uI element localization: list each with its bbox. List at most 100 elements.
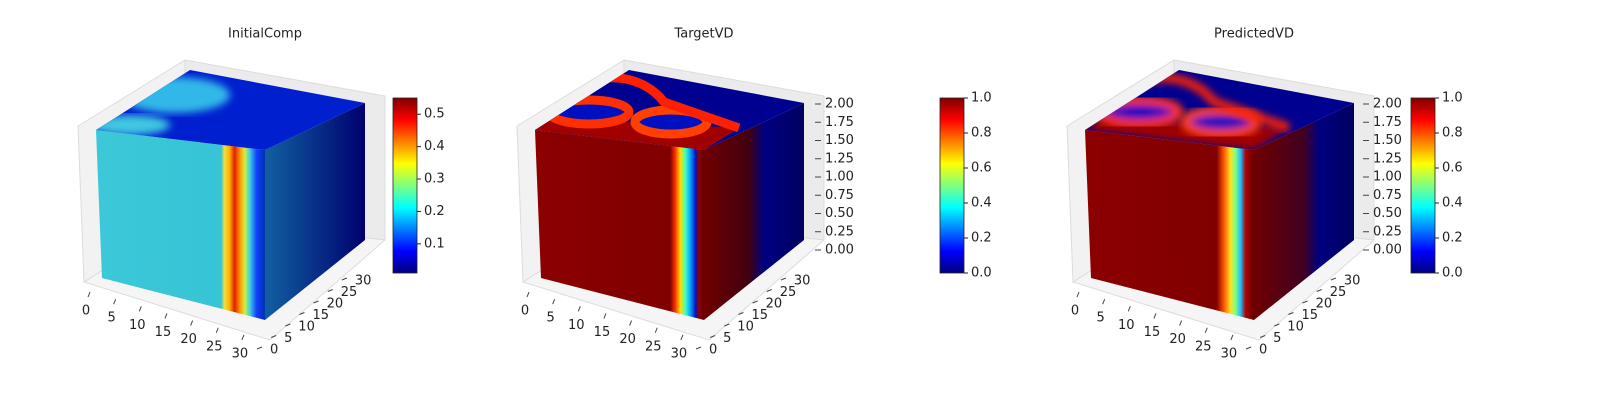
- x-tick-label: 25: [1195, 339, 1212, 354]
- colorbar-tick-label: 0.2: [1442, 231, 1463, 246]
- y-tick-label: 5: [1273, 331, 1281, 346]
- x-tick-label: 20: [1169, 332, 1186, 347]
- y-tick-label: 25: [341, 285, 358, 300]
- x-tick: [526, 291, 530, 298]
- subplot-title: PredictedVD: [1214, 27, 1294, 42]
- y-tick: [270, 335, 277, 338]
- cube-front: [535, 130, 704, 320]
- z-tick-label: 2.00: [825, 97, 854, 112]
- x-tick-label: 10: [1118, 318, 1135, 333]
- y-tick: [1259, 335, 1266, 338]
- y-tick: [1330, 277, 1337, 281]
- z-tick-label: 0.25: [825, 224, 854, 239]
- y-tick-label: 15: [751, 308, 768, 323]
- y-tick-label: 25: [1330, 285, 1347, 300]
- z-tick-label: 0.25: [1373, 224, 1402, 239]
- z-tick-label: 1.25: [825, 151, 854, 166]
- x-tick-label: 5: [1097, 311, 1105, 326]
- y-tick: [299, 312, 305, 315]
- x-tick: [164, 313, 168, 319]
- y-tick-label: 20: [766, 297, 783, 312]
- z-tick-label: 1.50: [1373, 133, 1402, 148]
- top-pattern: [535, 73, 741, 150]
- subplot-title: InitialComp: [228, 27, 302, 42]
- y-tick: [766, 289, 772, 292]
- y-tick: [1245, 346, 1252, 350]
- x-tick-label: 30: [232, 346, 249, 361]
- z-tick-label: 0.75: [1373, 188, 1402, 203]
- y-tick: [341, 277, 348, 281]
- x-tick: [552, 298, 556, 305]
- y-tick-label: 15: [312, 308, 329, 323]
- colorbar-tick-label: 0.8: [971, 126, 992, 141]
- y-tick-label: 30: [794, 274, 811, 289]
- y-tick-label: 15: [1301, 308, 1318, 323]
- y-tick: [695, 346, 702, 350]
- y-tick: [724, 323, 730, 327]
- colorbar: [1410, 97, 1436, 274]
- z-tick-label: 0.50: [825, 206, 854, 221]
- cube-right: [1254, 103, 1354, 320]
- x-tick: [1102, 298, 1106, 305]
- y-tick: [752, 300, 758, 304]
- x-tick-label: 20: [619, 332, 636, 347]
- x-tick: [654, 327, 658, 333]
- x-tick: [1230, 334, 1234, 341]
- x-tick: [215, 327, 219, 333]
- x-tick-label: 30: [1221, 346, 1238, 361]
- colorbar-tick-label: 0.2: [424, 204, 445, 219]
- x-tick-label: 10: [568, 318, 585, 333]
- colorbar-tick-label: 0.1: [424, 236, 445, 251]
- y-tick-label: 30: [1344, 274, 1361, 289]
- x-tick-label: 10: [129, 318, 146, 333]
- ring: [630, 105, 712, 139]
- colorbar-tick-label: 1.0: [971, 91, 992, 106]
- x-tick: [1179, 320, 1183, 326]
- y-tick-label: 0: [1259, 343, 1267, 358]
- y-tick-label: 10: [1287, 320, 1304, 335]
- x-tick-label: 0: [521, 304, 529, 319]
- y-tick-label: 20: [327, 297, 344, 312]
- z-tick-label: 1.25: [1373, 151, 1402, 166]
- x-tick: [87, 291, 91, 298]
- y-tick-label: 30: [355, 274, 372, 289]
- y-tick-label: 0: [270, 343, 278, 358]
- z-tick-label: 1.75: [825, 115, 854, 130]
- y-tick: [780, 277, 787, 281]
- colorbar-tick-label: 0.3: [424, 172, 445, 187]
- y-tick: [313, 300, 319, 304]
- ring: [1180, 105, 1262, 139]
- cube-front: [96, 130, 265, 320]
- z-tick-label: 0.00: [1373, 243, 1402, 258]
- x-tick-label: 25: [206, 339, 223, 354]
- colorbar-tick-label: 0.6: [971, 161, 992, 176]
- colorbar-tick-label: 0.5: [424, 107, 445, 122]
- colorbar-tick-label: 0.4: [971, 196, 992, 211]
- colorbar-tick-label: 0.4: [1442, 196, 1463, 211]
- y-tick-label: 5: [284, 331, 292, 346]
- y-tick: [1302, 300, 1308, 304]
- x-tick-label: 0: [1071, 304, 1079, 319]
- z-tick-label: 2.00: [1373, 97, 1402, 112]
- cube-right: [265, 103, 365, 320]
- y-tick: [1288, 312, 1294, 315]
- cube-right: [704, 103, 804, 320]
- x-tick: [113, 298, 117, 305]
- z-tick-label: 1.00: [1373, 170, 1402, 185]
- y-tick-label: 20: [1316, 297, 1333, 312]
- y-tick: [256, 346, 263, 350]
- colorbar-tick-label: 0.4: [424, 139, 445, 154]
- x-tick-label: 0: [82, 304, 90, 319]
- colorbar-tick-label: 0.0: [1442, 266, 1463, 281]
- x-tick: [1153, 313, 1157, 319]
- y-tick-label: 0: [709, 343, 717, 358]
- x-tick-label: 25: [645, 339, 662, 354]
- x-tick: [1076, 291, 1080, 298]
- y-tick: [285, 323, 291, 327]
- z-tick-label: 1.75: [1373, 115, 1402, 130]
- y-tick-label: 5: [723, 331, 731, 346]
- colorbar-tick-label: 0.8: [1442, 126, 1463, 141]
